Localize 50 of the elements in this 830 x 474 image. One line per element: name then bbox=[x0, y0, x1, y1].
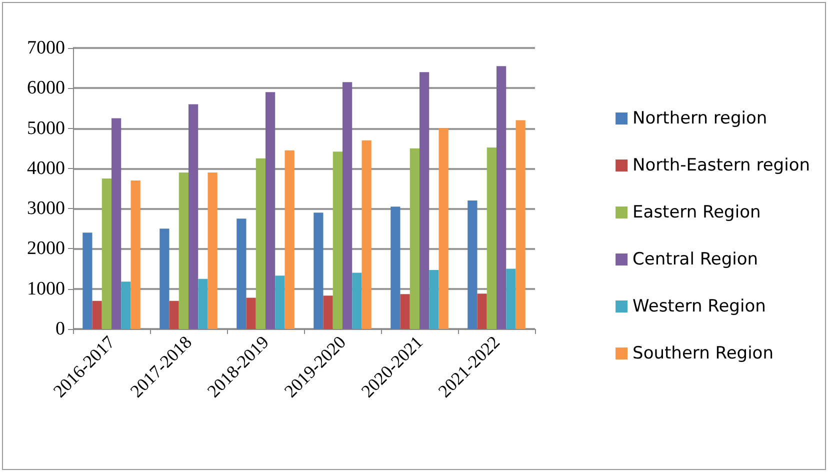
bar bbox=[438, 128, 448, 329]
y-tick-label: 2000 bbox=[27, 238, 65, 260]
legend-label: Central Region bbox=[632, 250, 758, 270]
y-tick-label: 3000 bbox=[27, 198, 65, 220]
bar bbox=[506, 268, 516, 329]
bar bbox=[429, 270, 439, 329]
y-tick-label: 1000 bbox=[27, 278, 65, 300]
bar bbox=[486, 148, 496, 329]
bar bbox=[198, 278, 208, 329]
y-tick-label: 4000 bbox=[27, 158, 65, 179]
bar bbox=[102, 178, 112, 329]
y-tick-label: 5000 bbox=[27, 118, 65, 139]
bar bbox=[420, 72, 430, 329]
bar bbox=[390, 206, 400, 329]
bar bbox=[236, 218, 246, 329]
bar bbox=[130, 180, 140, 329]
bar bbox=[82, 232, 92, 329]
bar bbox=[400, 294, 410, 329]
bar bbox=[256, 158, 266, 329]
legend-label: Eastern Region bbox=[632, 202, 761, 222]
legend-label: Northern region bbox=[632, 108, 768, 128]
y-tick-label: 0 bbox=[56, 318, 65, 340]
legend-label: Southern Region bbox=[632, 344, 774, 364]
bar bbox=[477, 294, 487, 329]
legend-label: Western Region bbox=[632, 296, 766, 316]
legend-label: North-Eastern region bbox=[632, 156, 810, 176]
bar bbox=[92, 300, 102, 329]
bar bbox=[342, 82, 352, 329]
bar bbox=[352, 272, 362, 329]
bar bbox=[468, 200, 478, 329]
bar bbox=[323, 296, 333, 329]
bar bbox=[275, 276, 285, 329]
bar bbox=[314, 212, 324, 329]
bar bbox=[362, 140, 372, 329]
bar bbox=[284, 150, 294, 329]
bar bbox=[496, 66, 506, 329]
bar bbox=[169, 300, 179, 329]
bar bbox=[208, 172, 218, 329]
bar bbox=[188, 104, 198, 329]
bar bbox=[112, 118, 122, 329]
bar bbox=[121, 282, 131, 329]
y-tick-label: 6000 bbox=[27, 78, 65, 99]
bar bbox=[410, 148, 420, 329]
bar bbox=[516, 120, 526, 329]
bar bbox=[160, 228, 170, 329]
y-tick-label: 7000 bbox=[27, 38, 65, 58]
bar bbox=[266, 92, 276, 329]
bar bbox=[332, 152, 342, 329]
bar bbox=[178, 172, 188, 329]
bar bbox=[246, 298, 256, 329]
